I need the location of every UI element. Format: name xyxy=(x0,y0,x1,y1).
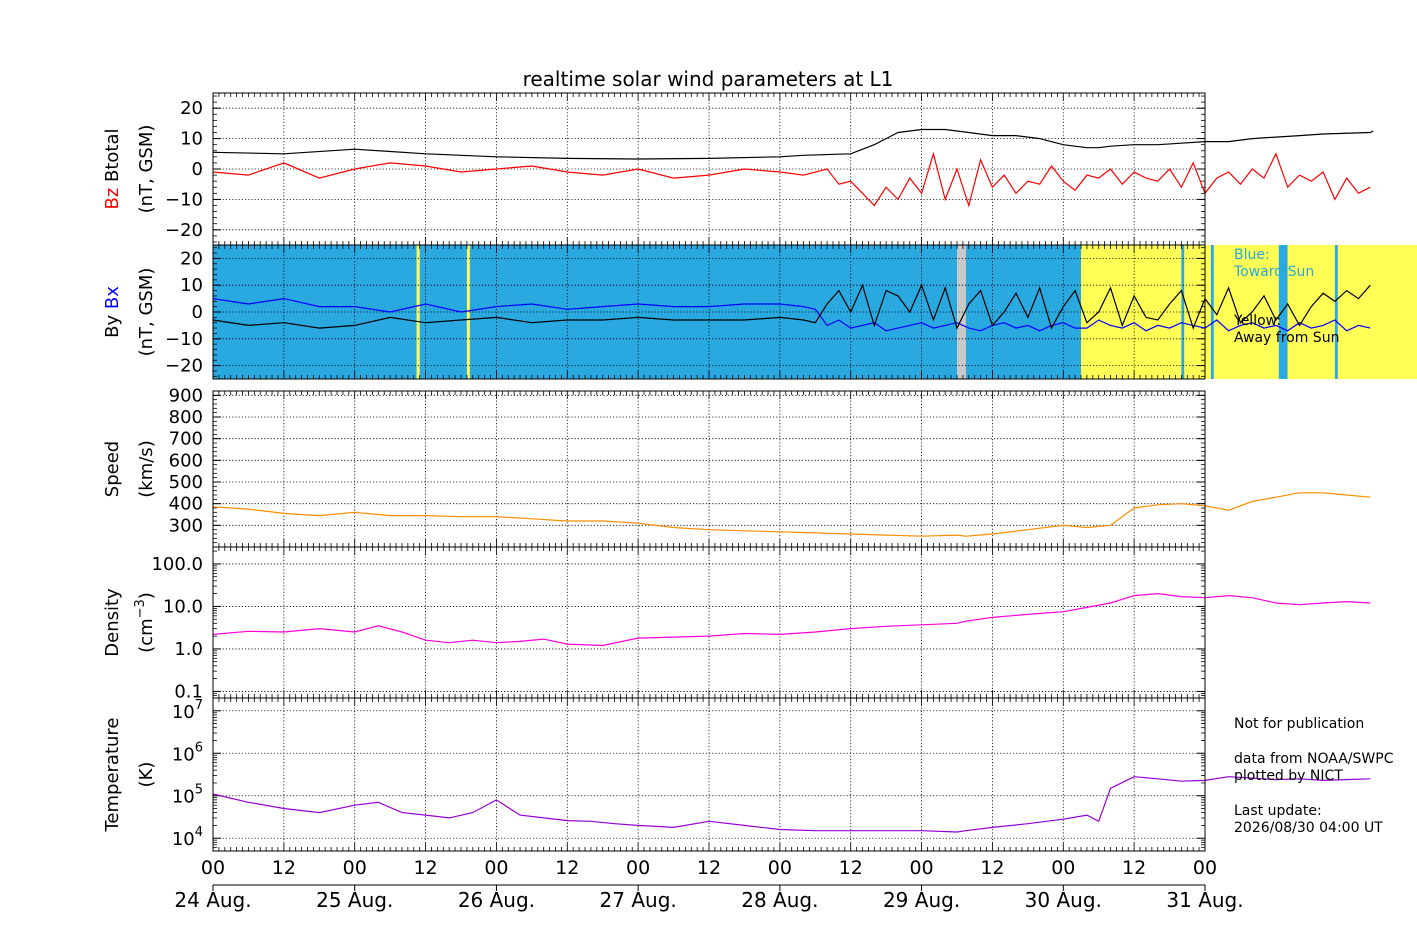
y-tick-label: 20 xyxy=(180,248,203,269)
last-update-label: Last update: xyxy=(1234,803,1322,819)
y-tick-label: 0 xyxy=(192,159,203,180)
imf-sector-away xyxy=(1337,245,1417,379)
y-axis-label: Bz Btotal xyxy=(102,128,123,209)
y-axis-unit-label: (cm−3) xyxy=(133,592,157,653)
imf-sector-toward xyxy=(1278,245,1288,379)
y-axis-unit-label: (km/s) xyxy=(136,440,157,497)
hour-tick-label: 00 xyxy=(626,857,650,879)
y-tick-label: 10.0 xyxy=(163,596,203,617)
hour-tick-label: 00 xyxy=(909,857,933,879)
date-label: 24 Aug. xyxy=(174,888,251,912)
y-axis-label: Speed xyxy=(102,441,123,497)
hour-tick-label: 12 xyxy=(980,857,1004,879)
y-tick-label: 300 xyxy=(169,515,203,536)
date-label: 25 Aug. xyxy=(316,888,393,912)
y-tick-label: 20 xyxy=(180,98,203,119)
panel-4: 0.1 1.0 10.0 100.0 Density (cm−3) xyxy=(102,546,1371,702)
series-line-btotal xyxy=(212,128,1374,160)
y-tick-label: −10 xyxy=(165,189,203,210)
chart-title: realtime solar wind parameters at L1 xyxy=(523,67,894,91)
imf-sector-toward xyxy=(1210,245,1214,379)
legend-blue-label: Blue: xyxy=(1234,247,1270,263)
y-axis-label: Density xyxy=(102,588,123,657)
panel-5: 104 105 106 107 Temperature (K) xyxy=(102,697,1371,852)
series-line-by xyxy=(212,283,1371,330)
hour-tick-label: 00 xyxy=(343,857,367,879)
imf-sector-gap xyxy=(957,245,966,379)
hour-tick-label: 00 xyxy=(768,857,792,879)
hour-tick-label: 00 xyxy=(1051,857,1075,879)
imf-sector-away xyxy=(466,245,470,379)
y-tick-label: −20 xyxy=(165,220,203,241)
y-tick-label: −20 xyxy=(165,356,203,377)
hour-tick-label: 12 xyxy=(1122,857,1146,879)
y-tick-label: 800 xyxy=(169,407,203,428)
hour-tick-label: 12 xyxy=(413,857,437,879)
y-tick-label: −10 xyxy=(165,329,203,350)
y-tick-label: 104 xyxy=(172,825,203,850)
y-tick-label: 100.0 xyxy=(151,554,203,575)
not-for-publication-text: Not for publication xyxy=(1234,716,1365,732)
series-line-bz xyxy=(212,151,1371,208)
last-update-value: 2026/08/30 04:00 UT xyxy=(1234,820,1383,836)
hour-tick-label: 00 xyxy=(201,857,225,879)
date-label: 28 Aug. xyxy=(741,888,818,912)
imf-sector-toward xyxy=(1334,245,1338,379)
y-axis-unit-label: (nT, GSM) xyxy=(136,125,157,214)
panel-2: −20 −10 0 10 20 By Bx (nT, GSM) xyxy=(102,244,1417,380)
imf-sector-away xyxy=(1081,245,1182,379)
hour-tick-label: 12 xyxy=(272,857,296,879)
y-tick-label: 10 xyxy=(180,275,203,296)
imf-sector-away xyxy=(1287,245,1335,379)
y-axis-unit-label: (K) xyxy=(136,762,157,788)
y-axis-label: Temperature xyxy=(102,717,123,832)
hour-tick-label: 12 xyxy=(555,857,579,879)
time-axis: 00 12 00 12 00 12 00 12 00 12 00 12 00 12 00 24 Aug. 25 … xyxy=(174,857,1243,912)
y-axis-label: By Bx xyxy=(102,286,123,338)
y-tick-label: 105 xyxy=(172,783,203,808)
series-line-speed xyxy=(212,492,1371,537)
date-label: 30 Aug. xyxy=(1025,888,1102,912)
imf-sector-away xyxy=(1213,245,1279,379)
date-label: 27 Aug. xyxy=(600,888,677,912)
hour-tick-label: 00 xyxy=(1193,857,1217,879)
hour-tick-label: 12 xyxy=(697,857,721,879)
legend-yellow-desc: Away from Sun xyxy=(1234,330,1340,346)
y-tick-label: 500 xyxy=(169,472,203,493)
panel-1: −20 −10 0 10 20 Bz Btotal (nT, GSM) xyxy=(102,92,1374,246)
series-line-temperature xyxy=(212,776,1371,833)
y-tick-label: 900 xyxy=(169,385,203,406)
date-label: 31 Aug. xyxy=(1166,888,1243,912)
series-line-bx xyxy=(212,297,1371,332)
y-tick-label: 400 xyxy=(169,494,203,515)
y-tick-label: 10 xyxy=(180,129,203,150)
date-label: 29 Aug. xyxy=(883,888,960,912)
y-tick-label: 106 xyxy=(172,740,203,765)
legend-yellow-label: Yellow: xyxy=(1234,313,1282,329)
plotted-by-text: plotted by NICT xyxy=(1234,768,1343,784)
hour-tick-label: 00 xyxy=(484,857,508,879)
y-axis-unit-label: (nT, GSM) xyxy=(136,268,157,357)
y-tick-label: 600 xyxy=(169,450,203,471)
legend-blue-desc: Toward Sun xyxy=(1234,264,1315,280)
y-tick-label: 107 xyxy=(172,698,203,723)
y-tick-label: 1.0 xyxy=(174,639,203,660)
panel-frame xyxy=(212,697,1206,852)
panel-frame xyxy=(212,244,1206,380)
hour-tick-label: 12 xyxy=(839,857,863,879)
data-source-text: data from NOAA/SWPC xyxy=(1234,751,1394,767)
y-tick-label: 0.1 xyxy=(174,681,203,702)
y-tick-label: 700 xyxy=(169,429,203,450)
date-label: 26 Aug. xyxy=(458,888,535,912)
series-line-density xyxy=(212,592,1371,647)
y-tick-label: 0 xyxy=(192,302,203,323)
